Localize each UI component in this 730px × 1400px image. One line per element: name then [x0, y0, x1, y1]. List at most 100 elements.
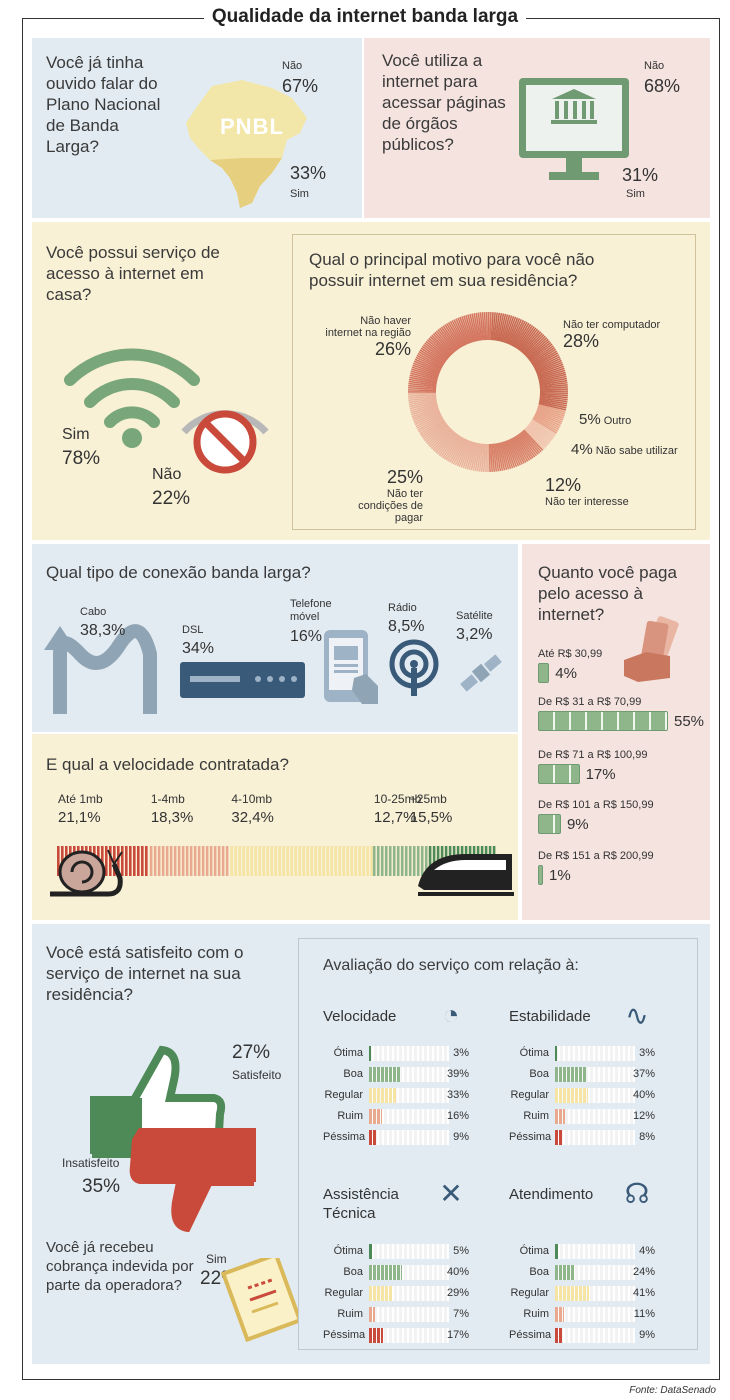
donut-segment-line: [507, 318, 521, 345]
rating-pct: 39%: [446, 1068, 469, 1080]
brazil-map-icon: [186, 80, 307, 208]
donut-segment-line: [456, 439, 469, 467]
donut-segment-line: [442, 434, 460, 459]
speedometer-icon: ◔: [442, 999, 460, 1030]
cable-icon: [44, 624, 157, 714]
donut-segment-line: [447, 322, 464, 348]
donut-segment-line: [517, 326, 535, 350]
donut-segment-line: [539, 393, 568, 397]
donut-segment-line: [522, 332, 543, 355]
donut-segment-line: [408, 382, 437, 388]
radio-antenna-icon: [389, 639, 439, 696]
donut-segment-line: [463, 315, 474, 343]
donut-segment-line: [461, 316, 472, 344]
mobile-phone-icon: [324, 630, 378, 704]
donut-segment-line: [518, 327, 537, 351]
donut-segment-line: [513, 322, 530, 348]
high-speed-train-icon: [418, 854, 514, 896]
donut-segment-line: [440, 326, 459, 351]
rating-label: Péssima: [509, 1329, 552, 1341]
paga-item-1: De R$ 31 a R$ 70,99 55%: [538, 696, 705, 731]
donut-segment-line: [451, 320, 466, 346]
rating-pct: 3%: [453, 1047, 469, 1059]
donut-segment-line: [410, 370, 439, 380]
panel-orgaos: Você utiliza a internet para acessar pág…: [364, 38, 710, 218]
donut-segment-line: [523, 428, 545, 450]
donut-segment-line: [505, 316, 517, 344]
donut-segment-line: [513, 436, 529, 462]
avaliacao-group-title: Velocidade: [323, 1008, 397, 1025]
donut-segment-line: [479, 312, 484, 341]
donut-segment-line: [491, 312, 496, 341]
hand-money-icon: [624, 616, 679, 682]
rating-fill: [369, 1067, 402, 1082]
rating-fill: [369, 1046, 372, 1061]
casa-no-pct: 22%: [152, 488, 191, 509]
donut-segment-line: [539, 400, 567, 407]
pnbl-question: Você já tinha ouvido falar do Plano Naci…: [46, 53, 161, 156]
donut-segment-line: [539, 379, 568, 386]
donut-segment-line: [517, 433, 536, 458]
donut-segment-line: [472, 442, 480, 471]
donut-segment-line: [515, 323, 532, 349]
velocidade-label-4: +25mb 15,5%: [409, 792, 453, 826]
avaliacao-group-1: Estabilidade ∿ Ótima 3% Boa 37% Regular 40% Ruim…: [509, 1000, 679, 1145]
donut-segment-line: [538, 401, 567, 409]
donut-segment-line: [539, 396, 568, 401]
donut-segment-line: [471, 313, 479, 342]
donut-segment-line: [519, 328, 539, 352]
donut-segment-line: [539, 381, 568, 387]
donut-segment-line: [417, 352, 443, 368]
donut-segment-line: [412, 364, 440, 376]
bill-document-icon: [220, 1258, 300, 1342]
pnbl-yes-label: Sim: [290, 188, 309, 200]
donut-segment-line: [413, 411, 441, 424]
rating-label: Péssima: [509, 1131, 552, 1143]
donut-segment-line: [497, 442, 506, 471]
panel-velocidade: E qual a velocidade contratada? Até 1mb 2…: [32, 734, 518, 920]
donut-segment-line: [476, 443, 482, 472]
donut-segment-line: [432, 429, 453, 451]
conexao-dsl-pct: 34%: [182, 640, 215, 657]
donut-segment-line: [526, 338, 549, 359]
donut-segment-line: [521, 331, 542, 354]
rating-track: [555, 1265, 635, 1280]
conexao-question: Qual tipo de conexão banda larga?: [46, 563, 311, 582]
donut-segment-line: [529, 421, 554, 439]
donut-segment-line: [409, 400, 438, 408]
donut-segment-line: [416, 354, 443, 369]
panel-casa: Você possui serviço de acesso à internet…: [32, 222, 710, 540]
donut-segment-line: [499, 442, 508, 471]
avaliacao-group-2: Assistência Técnica ✕ Ótima 5% Boa 40% Regular…: [323, 1178, 493, 1343]
motivo-box: Qual o principal motivo para você não po…: [292, 234, 696, 530]
donut-segment-line: [494, 312, 501, 341]
donut-segment-line: [490, 312, 494, 341]
avaliacao-group-3: Atendimento ☊ Ótima 4% Boa 24% Regular 41% Ruim 1…: [509, 1178, 679, 1343]
rating-track: [555, 1307, 635, 1322]
casa-question: Você possui serviço de acesso à internet…: [46, 243, 220, 304]
rating-label: Regular: [510, 1287, 549, 1299]
rating-pct: 41%: [632, 1287, 655, 1299]
donut-segment-line: [538, 404, 566, 413]
donut-segment-line: [518, 432, 538, 457]
velocidade-label-0: Até 1mb 21,1%: [58, 792, 103, 826]
rating-label: Ótima: [519, 1245, 549, 1257]
donut-segment-line: [423, 344, 447, 362]
donut-segment-line: [453, 319, 467, 346]
donut-segment-line: [531, 419, 556, 436]
donut-segment-line: [473, 313, 480, 341]
rating-fill: [369, 1307, 375, 1322]
donut-segment-line: [414, 358, 441, 372]
orgaos-no-label: Não: [644, 60, 665, 72]
donut-segment-line: [454, 439, 468, 466]
donut-segment-line: [536, 363, 564, 375]
donut-segment-line: [412, 408, 440, 420]
donut-segment-line: [535, 359, 562, 373]
donut-segment-line: [496, 442, 504, 471]
rating-fill: [555, 1088, 589, 1103]
donut-segment-line: [533, 354, 560, 369]
rating-label: Ruim: [337, 1308, 363, 1320]
donut-segment-line: [427, 426, 450, 447]
donut-segment-line: [452, 438, 467, 465]
conexao-radio-pct: 8,5%: [388, 618, 425, 635]
